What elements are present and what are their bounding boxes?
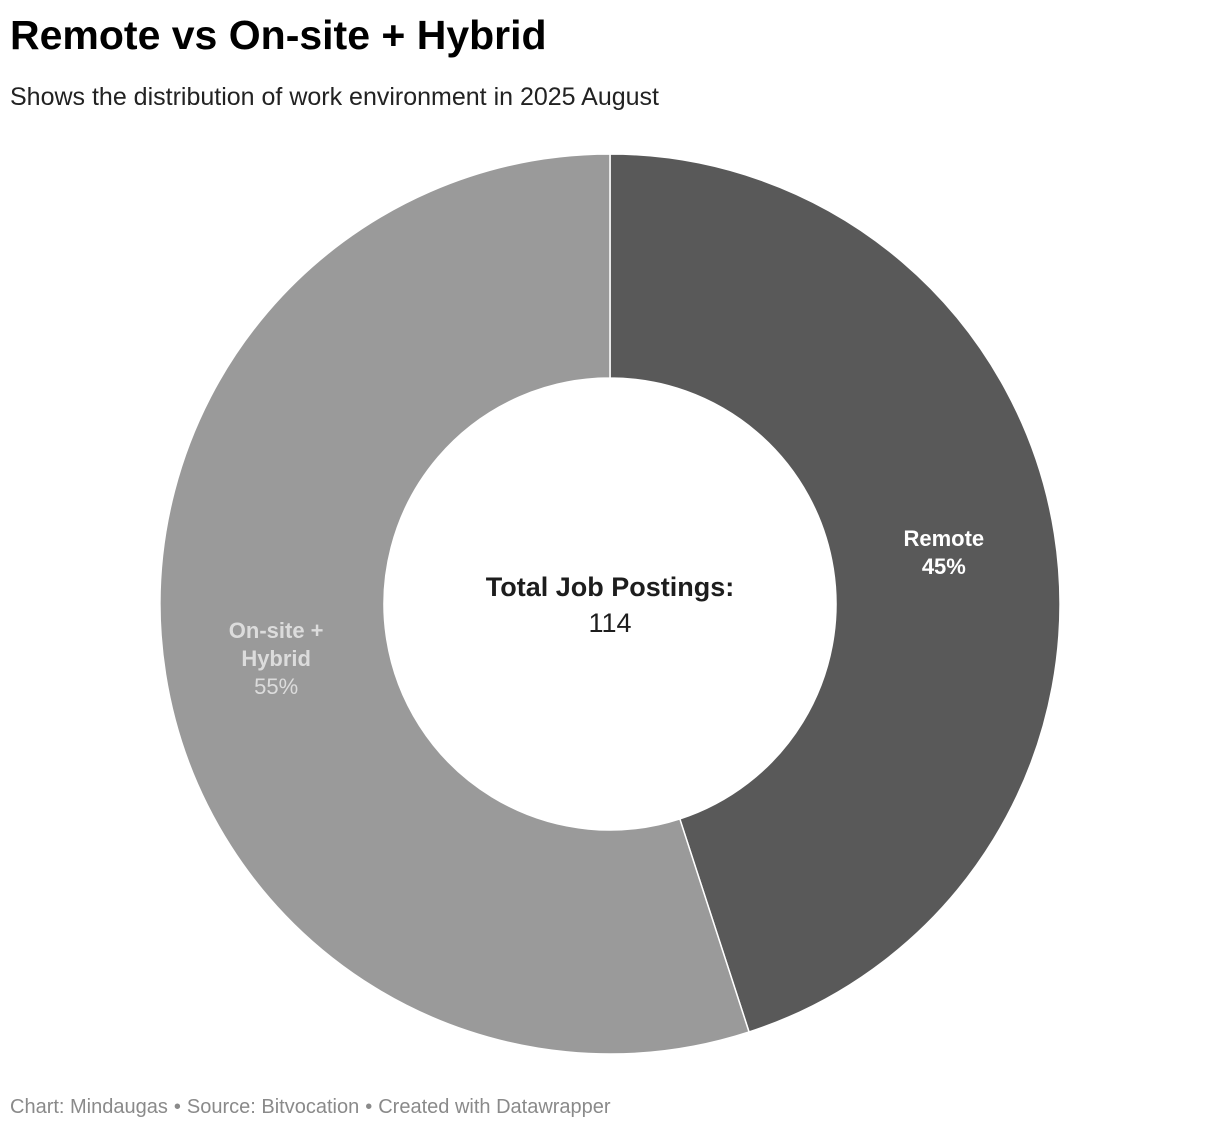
chart-subtitle: Shows the distribution of work environme… [10,83,659,111]
donut-slices [159,153,1061,1055]
footer-separator: • [173,1096,181,1118]
donut-slice-on-site-hybrid [159,153,751,1055]
slice-label: Remote 45% [903,526,984,579]
slice-category-label: Hybrid [241,646,311,671]
chart-title: Remote vs On-site + Hybrid [10,12,547,58]
created-with: Created with Datawrapper [378,1096,611,1118]
slice-label: On-site + Hybrid 55% [229,618,324,699]
source-credit: Source: Bitvocation [186,1096,360,1118]
slice-labels: Remote 45% On-site + Hybrid 55% [229,526,984,699]
chart-credit: Chart: Mindaugas [10,1096,168,1118]
footer: Chart: Mindaugas • Source: Bitvocation • Cre… [10,1093,611,1121]
slice-value-label: 45% [922,554,966,579]
center-label: Total Job Postings: [486,572,735,602]
slice-value-label: 55% [254,674,298,699]
slice-category-label: Remote [903,526,984,551]
donut-slice-remote [609,153,1061,1033]
center-value: 114 [588,608,631,638]
footer-separator: • [365,1096,373,1118]
slice-category-label: On-site + [229,618,324,643]
